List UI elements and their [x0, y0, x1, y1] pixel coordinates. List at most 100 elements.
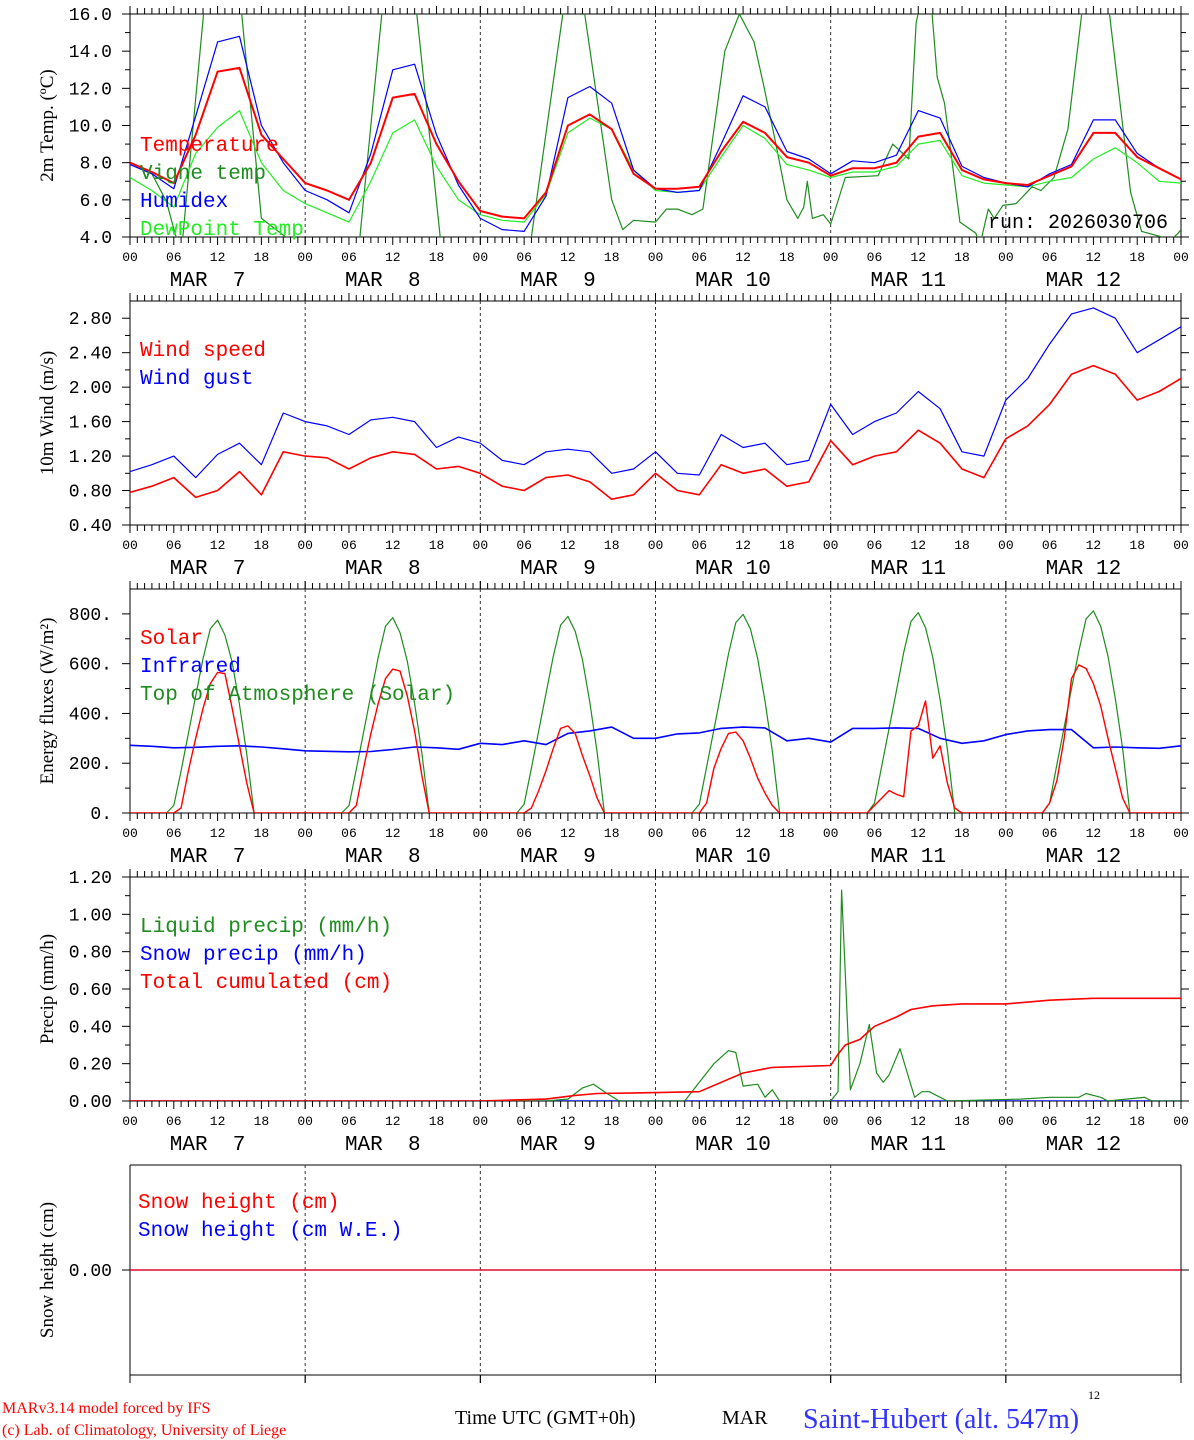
series-total-cumulated-cm-line: [130, 997, 1181, 1101]
x-tick-label: 00: [473, 1114, 489, 1129]
x-tick-label: 12: [910, 1114, 926, 1129]
station-title: Saint-Hubert (alt. 547m): [803, 1404, 1079, 1435]
y-tick-label: 8.0: [80, 155, 112, 175]
x-tick-label: 06: [166, 250, 182, 265]
x-tick-label: 12: [735, 826, 751, 841]
y-tick-label: 0.80: [69, 944, 112, 964]
x-tick-label: 12: [560, 826, 576, 841]
x-tick-label: 12: [560, 250, 576, 265]
x-tick-label: 00: [823, 826, 839, 841]
panel-1: 00 06 12 18 00 06 12 18 00 06 12 18 00 06 12 18 00 06 12 18…: [37, 6, 1189, 293]
time-axis-label: Time UTC (GMT+0h): [455, 1407, 636, 1429]
legend-entry: Liquid precip (mm/h): [140, 916, 392, 939]
x-tick-label: 18: [254, 538, 270, 553]
x-tick-label: 00: [998, 250, 1014, 265]
x-tick-label: 00: [473, 826, 489, 841]
x-tick-label: 18: [604, 826, 620, 841]
x-tick-label: 06: [691, 538, 707, 553]
x-tick-label: 00: [122, 1114, 138, 1129]
x-tick-label: 06: [166, 826, 182, 841]
legend-entry: Snow precip (mm/h): [140, 944, 367, 967]
x-tick-label: 06: [1042, 826, 1058, 841]
y-tick-label: 12.0: [69, 80, 112, 100]
legend-entry: Snow height (cm): [138, 1192, 340, 1215]
x-tick-label: 00: [473, 538, 489, 553]
x-tick-label: 18: [1129, 826, 1145, 841]
x-tick-label: 12: [1086, 538, 1102, 553]
x-tick-label: 18: [254, 250, 270, 265]
day-label: MAR 8: [345, 558, 421, 581]
x-tick-label: 18: [779, 826, 795, 841]
x-tick-label: 12: [1086, 250, 1102, 265]
x-tick-label: 18: [1129, 1114, 1145, 1129]
y-tick-label: 0.20: [69, 1056, 112, 1076]
x-tick-label: 00: [998, 538, 1014, 553]
x-tick-label: 12: [735, 538, 751, 553]
y-axis-title: 2m Temp. (ºC): [37, 69, 58, 181]
day-label: MAR 12: [1046, 1134, 1122, 1157]
series-group: [130, 14, 1181, 237]
day-label: MAR 8: [345, 846, 421, 869]
x-tick-label: 00: [1173, 538, 1189, 553]
x-tick-label: 00: [473, 250, 489, 265]
x-tick-label: 18: [604, 250, 620, 265]
day-label: MAR 11: [870, 1134, 946, 1157]
legend-entry: Vigne temp: [140, 163, 266, 186]
y-tick-label: 14.0: [69, 43, 112, 63]
y-tick-label: 2.80: [69, 310, 112, 330]
x-tick-label: 06: [1042, 1114, 1058, 1129]
x-tick-label: 18: [429, 250, 445, 265]
y-tick-label: 0.40: [69, 1018, 112, 1038]
x-tick-label: 06: [341, 826, 357, 841]
day-label: MAR 7: [170, 558, 246, 581]
day-label: MAR 10: [695, 1134, 771, 1157]
day-label: MAR 10: [695, 846, 771, 869]
y-tick-label: 2.40: [69, 345, 112, 365]
x-tick-label: 12: [560, 538, 576, 553]
day-label: MAR 8: [345, 1134, 421, 1157]
y-axis-title: Snow height (cm): [37, 1202, 58, 1338]
y-tick-label: 800.: [69, 606, 112, 626]
day-label: MAR 12: [1046, 558, 1122, 581]
x-tick-label: 06: [341, 1114, 357, 1129]
y-tick-label: 0.80: [69, 483, 112, 503]
series-dewpoint-temp-line: [130, 109, 1181, 223]
x-tick-label: 12: [735, 1114, 751, 1129]
x-tick-label: 12: [210, 250, 226, 265]
x-tick-label: 12: [560, 1114, 576, 1129]
series-solar-line: [130, 664, 1181, 813]
y-axis-title: Precip (mm/h): [37, 934, 58, 1044]
y-tick-label: 0.: [90, 805, 112, 825]
series-wind-gust-line: [130, 307, 1181, 479]
x-tick-label: 12: [385, 250, 401, 265]
y-tick-label: 6.0: [80, 192, 112, 212]
x-tick-label: 06: [341, 538, 357, 553]
day-label: MAR 10: [695, 558, 771, 581]
x-tick-label: 12: [1086, 826, 1102, 841]
y-tick-label: 0.40: [69, 517, 112, 537]
x-tick-label: 18: [429, 1114, 445, 1129]
lab-credit: (c) Lab. of Climatology, University of L…: [2, 1422, 286, 1439]
x-tick-label: 00: [823, 1114, 839, 1129]
x-tick-label: 06: [691, 1114, 707, 1129]
x-tick-label: 12: [385, 538, 401, 553]
x-tick-label: 18: [779, 250, 795, 265]
x-tick-label: 00: [122, 250, 138, 265]
x-tick-label: 12: [385, 826, 401, 841]
day-label: MAR 7: [170, 846, 246, 869]
x-tick-label: 06: [1042, 538, 1058, 553]
x-tick-label: 06: [867, 1114, 883, 1129]
x-tick-label: 06: [1042, 250, 1058, 265]
x-tick-label: 00: [122, 538, 138, 553]
day-label: MAR 9: [520, 1134, 596, 1157]
y-tick-label: 200.: [69, 755, 112, 775]
legend-entry: Infrared: [140, 656, 241, 679]
x-tick-label: 00: [823, 538, 839, 553]
x-tick-label: 00: [1173, 1114, 1189, 1129]
y-axis-title: 10m Wind (m/s): [37, 351, 58, 476]
y-axis-title: Energy fluxes (W/m²): [37, 618, 58, 785]
x-tick-label: 06: [341, 250, 357, 265]
y-tick-label: 1.20: [69, 448, 112, 468]
x-tick-label: 18: [954, 250, 970, 265]
x-tick-label: 06: [867, 826, 883, 841]
